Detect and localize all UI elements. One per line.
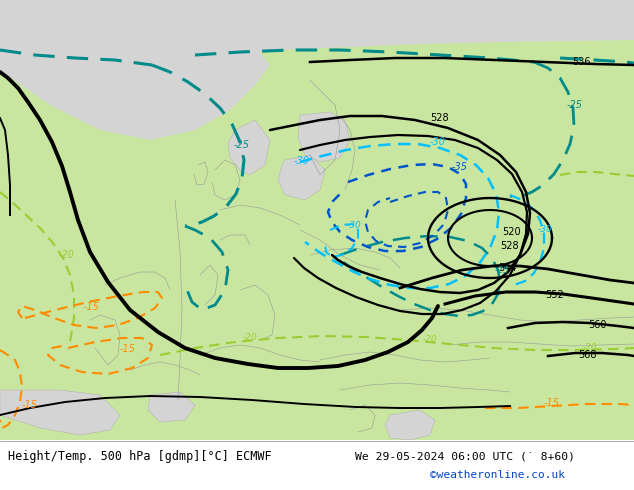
Text: Height/Temp. 500 hPa [gdmp][°C] ECMWF: Height/Temp. 500 hPa [gdmp][°C] ECMWF [8, 449, 271, 463]
Polygon shape [0, 390, 120, 435]
Text: -30: -30 [347, 221, 361, 230]
Text: 560: 560 [588, 320, 607, 330]
Text: We 29-05-2024 06:00 UTC (˙ 8+60): We 29-05-2024 06:00 UTC (˙ 8+60) [355, 451, 575, 461]
Text: -30: -30 [294, 156, 310, 166]
Polygon shape [228, 120, 270, 175]
Text: -25: -25 [495, 266, 509, 275]
Text: -20: -20 [423, 335, 437, 344]
Text: -15: -15 [22, 400, 38, 410]
Text: -20: -20 [583, 343, 597, 352]
Polygon shape [385, 410, 435, 440]
Text: -35: -35 [452, 162, 468, 172]
Polygon shape [148, 392, 195, 422]
Polygon shape [0, 0, 634, 60]
Polygon shape [0, 0, 634, 440]
Text: 536: 536 [572, 57, 590, 67]
Text: ©weatheronline.co.uk: ©weatheronline.co.uk [430, 470, 565, 480]
Polygon shape [0, 0, 270, 140]
Polygon shape [298, 112, 350, 162]
Text: 520: 520 [502, 227, 521, 237]
Text: 528: 528 [500, 241, 519, 251]
Text: -25: -25 [567, 100, 583, 110]
Text: -20: -20 [59, 250, 75, 260]
Text: -20: -20 [243, 333, 257, 342]
Text: -30: -30 [538, 225, 552, 234]
Text: -25: -25 [234, 140, 250, 150]
Text: 544: 544 [498, 263, 517, 273]
Text: 552: 552 [545, 290, 564, 300]
Text: 568: 568 [578, 350, 597, 360]
Text: -15: -15 [544, 398, 560, 408]
Text: 528: 528 [430, 113, 449, 123]
Text: -15: -15 [120, 344, 136, 354]
Text: -15: -15 [84, 302, 100, 312]
Polygon shape [278, 155, 325, 200]
Text: -30: -30 [430, 137, 446, 147]
